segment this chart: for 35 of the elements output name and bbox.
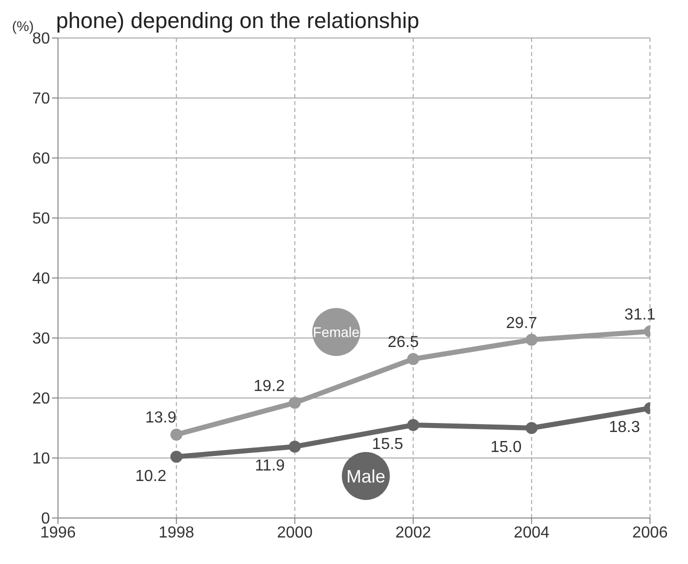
point: [170, 450, 182, 463]
y-tick-label: 80: [32, 30, 50, 48]
data-label: 29.7: [506, 314, 538, 332]
y-tick-label: 60: [32, 150, 50, 168]
chart-title: phone) depending on the relationship: [56, 8, 420, 34]
y-tick-label: 30: [32, 330, 50, 348]
y-tick-label: 20: [32, 390, 50, 408]
x-tick-label: 2002: [395, 524, 432, 542]
point: [288, 396, 301, 409]
data-label: 10.2: [135, 468, 166, 485]
x-tick-label: 2006: [632, 524, 668, 542]
point: [170, 428, 182, 441]
y-tick-label: 70: [32, 90, 50, 108]
point: [288, 440, 301, 453]
text: Female: [312, 324, 360, 340]
data-label: 15.5: [372, 436, 404, 453]
data-label: 19.2: [254, 378, 285, 395]
data-label: 15.0: [490, 439, 522, 456]
data-label: 13.9: [145, 410, 176, 427]
point: [407, 419, 420, 431]
y-tick-label: 40: [32, 270, 50, 288]
data-label: 26.5: [388, 334, 419, 351]
point: [407, 353, 420, 365]
x-tick-label: 2004: [514, 524, 550, 542]
series-label: Male: [346, 466, 386, 486]
data-label: 31.1: [624, 306, 656, 324]
y-tick-label: 50: [32, 210, 50, 228]
y-tick-label: 10: [32, 450, 50, 468]
x-tick-label: 1998: [158, 524, 194, 542]
y-axis-title: (%): [12, 18, 34, 34]
point: [526, 334, 538, 346]
point: [526, 422, 538, 434]
data-label: 18.3: [608, 419, 640, 436]
data-label: 11.9: [254, 458, 285, 475]
x-tick-label: 2000: [277, 524, 313, 542]
